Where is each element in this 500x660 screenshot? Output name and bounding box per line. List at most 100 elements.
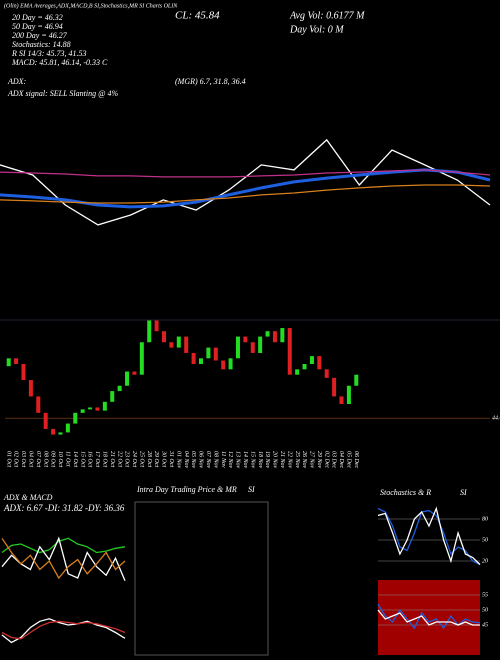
- candle: [21, 363, 26, 381]
- x-tick-label: 11 Oct: [64, 451, 70, 467]
- adx-signal: ADX signal: SELL Slanting @ 4%: [7, 89, 118, 98]
- x-tick-label: 29 Nov: [316, 451, 322, 469]
- x-tick-label: 24 Oct: [131, 451, 138, 467]
- x-tick-label: 06 Dec: [353, 451, 359, 468]
- x-tick-label: 11 Nov: [220, 451, 226, 468]
- x-tick-label: 22 Nov: [286, 451, 292, 469]
- panel-title: Stochastics & R: [380, 488, 431, 497]
- indicator-line: [1, 536, 126, 582]
- candle: [250, 342, 255, 353]
- candle: [43, 412, 48, 429]
- x-tick-label: 14 Oct: [72, 451, 79, 467]
- x-tick-label: 21 Oct: [109, 451, 115, 467]
- x-tick-label: 02 Oct: [13, 451, 19, 467]
- candle: [117, 385, 122, 392]
- candle: [272, 331, 277, 343]
- y-tick-label: 50: [482, 607, 488, 613]
- intraday-panel: [134, 501, 269, 656]
- candle: [51, 428, 56, 435]
- candle: [339, 396, 344, 405]
- x-tick-label: 07 Oct: [35, 451, 41, 467]
- candle: [235, 336, 240, 359]
- x-tick-label: 27 Nov: [309, 451, 315, 469]
- x-tick-label: 15 Nov: [249, 451, 255, 469]
- candle: [110, 391, 115, 402]
- candle: [198, 358, 203, 364]
- candle: [280, 328, 285, 343]
- x-tick-label: 28 Oct: [146, 451, 152, 467]
- candle: [287, 328, 292, 375]
- day-volume: Day Vol: 0 M: [289, 24, 344, 35]
- adx-values: (MGR) 6.7, 31.8, 36.4: [175, 77, 246, 86]
- x-tick-label: 05 Dec: [346, 451, 352, 468]
- x-tick-label: 23 Oct: [124, 451, 130, 467]
- candle: [206, 347, 211, 359]
- indicator-text: Stochastics: 14.88: [12, 40, 71, 49]
- candle: [102, 401, 107, 411]
- candle: [147, 320, 152, 343]
- candle: [154, 320, 159, 332]
- indicator-line: [377, 609, 480, 626]
- y-tick-label: 44.65: [492, 415, 500, 422]
- x-tick-label: 07 Nov: [205, 451, 211, 469]
- candle: [80, 409, 85, 413]
- x-tick-label: 04 Dec: [338, 451, 345, 468]
- y-tick-label: 20: [482, 558, 488, 564]
- x-tick-label: 14 Nov: [242, 451, 249, 469]
- x-tick-label: 01 Oct: [5, 451, 11, 467]
- x-tick-label: 02 Dec: [323, 451, 329, 468]
- candle: [162, 331, 167, 343]
- candle: [28, 380, 33, 397]
- candle: [132, 371, 137, 375]
- indicator-line: [377, 506, 481, 565]
- x-tick-label: 08 Nov: [212, 451, 218, 469]
- x-tick-label: 08 Oct: [42, 451, 48, 467]
- candle: [184, 336, 189, 353]
- panel-subtitle: SI: [460, 488, 467, 497]
- x-tick-label: 16 Oct: [87, 451, 93, 467]
- x-tick-label: 25 Nov: [294, 451, 300, 469]
- indicator-line: [0, 138, 491, 226]
- x-tick-label: 05 Nov: [190, 451, 196, 469]
- x-tick-label: 15 Oct: [79, 451, 85, 467]
- x-tick-label: 26 Nov: [301, 451, 307, 469]
- candle: [228, 358, 233, 370]
- candle: [169, 342, 174, 348]
- candle: [73, 412, 78, 424]
- indicator-text: 200 Day = 46.27: [12, 31, 68, 40]
- close-price: CL: 45.84: [175, 10, 220, 22]
- candle: [258, 336, 263, 353]
- x-tick-label: 06 Nov: [198, 451, 204, 469]
- indicator-line: [377, 603, 481, 630]
- x-tick-label: 12 Nov: [227, 451, 233, 469]
- candle: [346, 385, 351, 405]
- x-tick-label: 31 Oct: [168, 450, 174, 467]
- indicator-line: [377, 507, 481, 566]
- indicator-text: MACD: 45.81, 46.14, -0.33 C: [11, 58, 108, 67]
- x-tick-label: 04 Oct: [28, 451, 35, 467]
- candle: [14, 358, 19, 364]
- x-tick-label: 18 Nov: [257, 451, 263, 469]
- panel-subtitle: SI: [248, 485, 255, 494]
- x-tick-label: 10 Oct: [57, 451, 63, 467]
- panel-title: Intra Day Trading Price & MR: [136, 485, 237, 494]
- indicator-line: [0, 168, 491, 209]
- x-tick-label: 03 Oct: [20, 451, 26, 467]
- candle: [332, 377, 337, 397]
- candle: [213, 347, 218, 361]
- indicator-line: [1, 618, 126, 644]
- y-tick-label: 80: [482, 516, 488, 522]
- indicator-text: 50 Day = 46.94: [12, 22, 63, 31]
- candle: [95, 407, 100, 411]
- panel-bg: [378, 580, 480, 655]
- panel-subtitle: ADX: 6.67 -DI: 31.82 -DY: 36.36: [3, 503, 125, 513]
- indicator-line: [0, 169, 491, 178]
- candle: [191, 352, 196, 364]
- candle: [125, 371, 130, 386]
- x-tick-label: 17 Oct: [94, 451, 100, 467]
- avg-volume: Avg Vol: 0.6177 M: [289, 10, 365, 21]
- x-tick-label: 04 Nov: [183, 451, 190, 469]
- candle: [265, 331, 270, 337]
- candle: [36, 396, 41, 413]
